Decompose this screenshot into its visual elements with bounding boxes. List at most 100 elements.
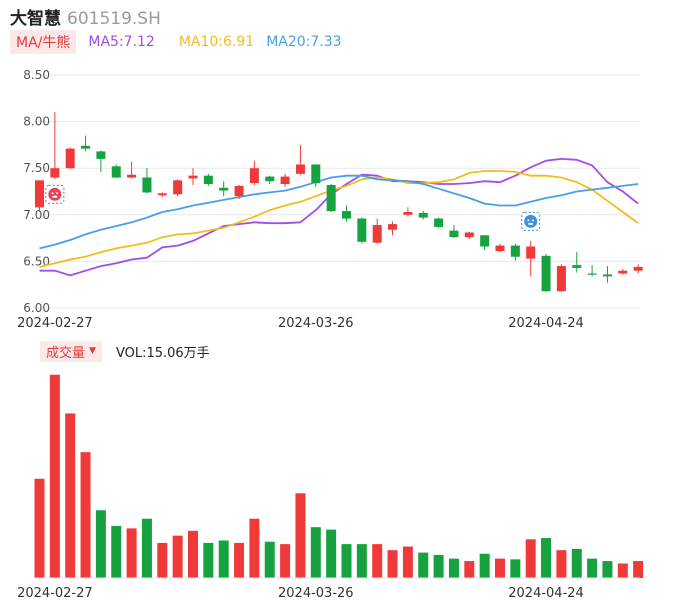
volume-bar bbox=[141, 518, 152, 578]
candle bbox=[142, 168, 152, 194]
ma-indicator-selector[interactable]: MA/牛熊 bbox=[10, 30, 77, 54]
volume-bar bbox=[571, 548, 582, 578]
volume-bar bbox=[602, 561, 613, 578]
x-tick-label: 2024-04-24 bbox=[508, 586, 584, 601]
y-tick-label: 6.50 bbox=[23, 254, 50, 268]
volume-bar bbox=[49, 374, 60, 578]
ma10-legend: MA10:6.91 bbox=[178, 34, 255, 50]
volume-bar bbox=[95, 510, 106, 578]
candle bbox=[127, 161, 137, 179]
price-y-axis: 8.50 8.00 7.50 7.00 6.50 6.00 bbox=[23, 68, 50, 315]
moving-average-lines bbox=[39, 157, 639, 277]
ma20-line bbox=[39, 174, 639, 250]
candle bbox=[449, 225, 459, 239]
volume-bar bbox=[249, 518, 260, 578]
volume-indicator-selector[interactable]: 成交量 ▼ bbox=[40, 340, 102, 362]
x-tick-label: 2024-02-27 bbox=[17, 316, 93, 331]
candle bbox=[602, 266, 612, 283]
volume-bar bbox=[157, 542, 168, 578]
candle bbox=[633, 264, 643, 274]
candle bbox=[81, 135, 91, 152]
volume-bar bbox=[172, 535, 183, 578]
price-grid bbox=[34, 74, 640, 309]
candle bbox=[495, 243, 505, 253]
candle bbox=[572, 252, 582, 273]
bull-icon bbox=[45, 184, 65, 204]
volume-bars bbox=[34, 374, 644, 579]
ma5-legend: MA5:7.12 bbox=[88, 34, 155, 50]
stock-header: 大智慧 601519.SH bbox=[10, 4, 161, 29]
volume-bar bbox=[310, 527, 321, 578]
y-tick-label: 8.00 bbox=[23, 115, 50, 129]
candle bbox=[418, 211, 428, 220]
candle bbox=[311, 164, 321, 187]
volume-bar bbox=[525, 539, 536, 578]
bear-icon bbox=[521, 211, 541, 231]
volume-bar bbox=[280, 544, 291, 578]
y-tick-label: 8.50 bbox=[23, 68, 50, 82]
volume-bar bbox=[341, 544, 352, 578]
volume-bar bbox=[264, 541, 275, 578]
x-tick-label: 2024-03-26 bbox=[278, 316, 354, 331]
candle bbox=[295, 144, 305, 175]
candlesticks bbox=[35, 112, 643, 293]
volume-bar bbox=[356, 544, 367, 578]
candle bbox=[219, 181, 229, 197]
candle bbox=[326, 184, 336, 213]
volume-bar bbox=[126, 528, 137, 578]
candle bbox=[96, 150, 106, 172]
volume-bar bbox=[587, 558, 598, 578]
candle bbox=[188, 168, 198, 185]
candle bbox=[265, 175, 275, 185]
volume-bar bbox=[541, 538, 552, 578]
volume-bar bbox=[617, 563, 628, 578]
candle bbox=[173, 179, 183, 197]
x-tick-label: 2024-03-26 bbox=[278, 586, 354, 601]
ma10-line bbox=[39, 170, 639, 268]
volume-bar bbox=[326, 529, 337, 578]
candle bbox=[526, 240, 536, 277]
candle bbox=[280, 173, 290, 187]
candle bbox=[434, 217, 444, 228]
ma-legend: MA/牛熊 MA5:7.12 MA10:6.91 MA20:7.33 bbox=[10, 30, 342, 54]
volume-bar bbox=[510, 559, 521, 578]
volume-tag-label: 成交量 bbox=[46, 345, 86, 361]
volume-bar bbox=[495, 558, 505, 578]
candle bbox=[388, 221, 398, 236]
y-tick-label: 6.00 bbox=[23, 301, 50, 315]
volume-bar bbox=[295, 493, 306, 578]
candle bbox=[541, 253, 551, 293]
volume-bar bbox=[34, 478, 45, 578]
y-tick-label: 7.50 bbox=[23, 161, 50, 175]
signal-markers bbox=[45, 184, 541, 231]
volume-value: VOL:15.06万手 bbox=[115, 345, 210, 361]
volume-bar bbox=[556, 550, 567, 578]
y-tick-label: 7.00 bbox=[23, 208, 50, 222]
volume-bar bbox=[203, 542, 214, 578]
volume-bar bbox=[387, 550, 398, 578]
candle bbox=[372, 218, 382, 244]
candle bbox=[480, 235, 490, 251]
volume-bar bbox=[418, 552, 429, 578]
candle bbox=[249, 160, 259, 185]
candle bbox=[403, 207, 413, 217]
volume-bar bbox=[80, 452, 91, 578]
volume-bar bbox=[402, 546, 413, 578]
candle bbox=[50, 112, 60, 180]
volume-bar bbox=[188, 530, 198, 578]
candle bbox=[111, 164, 121, 179]
candle bbox=[556, 264, 566, 293]
volume-bar bbox=[448, 558, 459, 578]
volume-bar bbox=[234, 542, 245, 578]
candle bbox=[510, 243, 520, 261]
candle bbox=[342, 205, 351, 222]
ma20-legend: MA20:7.33 bbox=[266, 34, 342, 50]
volume-legend: 成交量 ▼ VOL:15.06万手 bbox=[40, 340, 210, 362]
stock-code: 601519.SH bbox=[67, 9, 161, 29]
volume-bar bbox=[464, 561, 475, 578]
volume-bar bbox=[372, 544, 383, 578]
volume-bar bbox=[433, 555, 444, 578]
candle bbox=[65, 147, 75, 170]
volume-bar bbox=[65, 413, 76, 578]
